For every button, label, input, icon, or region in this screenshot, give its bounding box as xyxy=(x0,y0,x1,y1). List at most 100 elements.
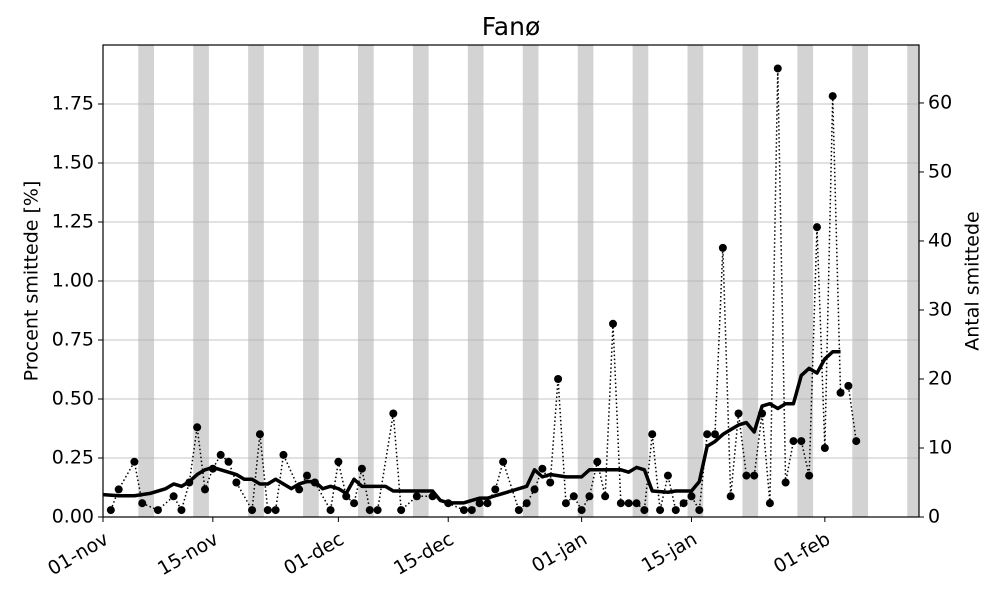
daily-point xyxy=(828,92,837,101)
y2-tick-label: 40 xyxy=(928,229,952,251)
daily-point xyxy=(679,499,688,508)
daily-point xyxy=(632,499,641,508)
daily-point xyxy=(687,492,696,501)
daily-point xyxy=(585,492,594,501)
daily-point xyxy=(805,471,814,480)
daily-point xyxy=(350,499,359,508)
daily-point xyxy=(601,492,610,501)
daily-point xyxy=(640,506,649,515)
daily-point xyxy=(852,437,861,446)
y-axis-label: Procent smittede [%] xyxy=(21,181,43,382)
daily-point xyxy=(718,243,727,252)
daily-point xyxy=(671,506,680,515)
y2-tick-label: 50 xyxy=(928,160,952,182)
daily-point xyxy=(248,506,257,515)
daily-point xyxy=(208,464,217,473)
y2-tick-label: 10 xyxy=(928,436,952,458)
daily-point xyxy=(593,457,602,466)
daily-point xyxy=(663,471,672,480)
daily-point xyxy=(310,478,319,487)
daily-point xyxy=(711,430,719,439)
daily-point xyxy=(365,506,374,515)
daily-point xyxy=(334,457,343,466)
daily-point xyxy=(255,430,264,439)
y-tick-label: 1.00 xyxy=(52,270,94,292)
daily-point xyxy=(499,457,508,466)
daily-point xyxy=(577,506,586,515)
grid-layer xyxy=(103,103,919,518)
daily-point xyxy=(797,437,806,446)
daily-point xyxy=(813,223,821,232)
y-tick-label: 1.25 xyxy=(52,211,94,233)
daily-point xyxy=(475,499,484,508)
daily-point xyxy=(616,499,625,508)
y-tick-label: 1.75 xyxy=(52,93,94,115)
daily-point xyxy=(726,492,735,501)
daily-point xyxy=(459,506,468,515)
daily-point xyxy=(263,506,272,515)
data-layer xyxy=(103,64,861,515)
y2-tick-label: 0 xyxy=(928,506,940,528)
x-tick-label: 01-feb xyxy=(770,528,834,578)
daily-point xyxy=(303,471,311,480)
daily-point xyxy=(169,492,178,501)
y2-tick-label: 20 xyxy=(928,367,952,389)
x-tick-label: 15-jan xyxy=(638,528,701,577)
x-tick-label: 15-dec xyxy=(390,528,457,580)
daily-point xyxy=(554,374,563,383)
y-tick-label: 0.00 xyxy=(52,506,94,528)
daily-point xyxy=(185,478,194,487)
daily-point xyxy=(216,450,225,459)
average-line xyxy=(103,350,841,505)
x-tick-label: 01-jan xyxy=(528,528,591,577)
daily-point xyxy=(428,492,437,501)
daily-point xyxy=(397,506,406,515)
daily-point xyxy=(138,499,147,508)
daily-point xyxy=(224,457,233,466)
daily-point xyxy=(177,506,186,515)
daily-point xyxy=(522,499,531,508)
daily-point xyxy=(648,430,657,439)
daily-point xyxy=(609,319,617,328)
daily-point xyxy=(467,506,476,515)
daily-point xyxy=(232,478,241,487)
daily-point xyxy=(114,485,123,494)
daily-point xyxy=(342,492,351,501)
daily-point xyxy=(703,430,712,439)
daily-point xyxy=(844,381,853,390)
daily-point xyxy=(530,485,539,494)
daily-point xyxy=(106,506,115,515)
daily-point xyxy=(514,506,523,515)
y2-axis-label: Antal smittede xyxy=(962,211,984,350)
daily-point xyxy=(373,506,382,515)
daily-point xyxy=(279,450,288,459)
y-tick-label: 0.50 xyxy=(52,388,94,410)
y-tick-label: 0.75 xyxy=(52,329,94,351)
daily-point xyxy=(193,423,202,432)
x-tick-label: 15-nov xyxy=(154,528,222,580)
daily-point xyxy=(750,471,759,480)
daily-point xyxy=(130,457,139,466)
daily-point xyxy=(765,499,774,508)
daily-point xyxy=(656,506,665,515)
daily-point xyxy=(561,499,570,508)
chart-title: Fanø xyxy=(482,12,541,41)
daily-point xyxy=(742,471,751,480)
daily-point xyxy=(546,478,555,487)
daily-point xyxy=(326,506,335,515)
daily-point xyxy=(836,388,845,397)
y-tick-label: 0.25 xyxy=(52,447,94,469)
daily-point xyxy=(444,499,453,508)
y-tick-label: 1.50 xyxy=(52,152,94,174)
x-tick-label: 01-nov xyxy=(44,528,112,580)
daily-point xyxy=(538,464,547,473)
daily-point xyxy=(781,478,790,487)
daily-point xyxy=(820,443,829,452)
x-tick-label: 01-dec xyxy=(280,528,347,580)
daily-point xyxy=(153,506,162,515)
daily-point xyxy=(357,464,366,473)
daily-point xyxy=(695,506,704,515)
daily-point xyxy=(201,485,209,494)
daily-point xyxy=(271,506,280,515)
daily-point xyxy=(624,499,633,508)
